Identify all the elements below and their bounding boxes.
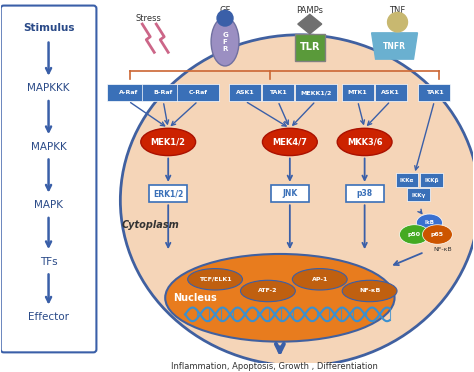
Text: B-Raf: B-Raf: [154, 90, 173, 95]
Text: ERK1/2: ERK1/2: [153, 189, 183, 198]
FancyBboxPatch shape: [177, 84, 219, 101]
Text: IKKα: IKKα: [400, 179, 414, 183]
Text: NF-κB: NF-κB: [359, 289, 380, 294]
Ellipse shape: [165, 254, 394, 341]
Ellipse shape: [337, 128, 392, 155]
Text: TLR: TLR: [300, 42, 320, 52]
Ellipse shape: [120, 35, 474, 366]
Text: TNF: TNF: [390, 6, 406, 15]
Text: G
F
R: G F R: [222, 32, 228, 52]
Text: TCF/ELK1: TCF/ELK1: [199, 277, 231, 282]
FancyBboxPatch shape: [419, 84, 450, 101]
Text: PAMPs: PAMPs: [296, 6, 323, 15]
Text: p50: p50: [408, 232, 421, 237]
Ellipse shape: [188, 269, 243, 290]
FancyBboxPatch shape: [142, 84, 184, 101]
Text: C-Raf: C-Raf: [189, 90, 208, 95]
FancyBboxPatch shape: [271, 185, 309, 202]
Text: p38: p38: [356, 189, 373, 198]
Text: Stress: Stress: [135, 14, 161, 23]
Ellipse shape: [417, 214, 442, 231]
Polygon shape: [372, 33, 418, 59]
Circle shape: [388, 12, 408, 32]
Ellipse shape: [211, 17, 239, 66]
Text: MKK3/6: MKK3/6: [347, 137, 383, 147]
FancyBboxPatch shape: [295, 34, 325, 61]
FancyBboxPatch shape: [149, 185, 187, 202]
FancyBboxPatch shape: [374, 84, 407, 101]
Text: TAK1: TAK1: [269, 90, 287, 95]
Text: MEK1/2: MEK1/2: [151, 137, 186, 147]
FancyBboxPatch shape: [262, 84, 294, 101]
Text: JNK: JNK: [282, 189, 298, 198]
Text: MEK4/7: MEK4/7: [273, 137, 307, 147]
Text: Effector: Effector: [28, 312, 69, 322]
Text: ATF-2: ATF-2: [258, 289, 278, 294]
Text: MTK1: MTK1: [348, 90, 367, 95]
Text: NF-κB: NF-κB: [433, 247, 452, 251]
FancyBboxPatch shape: [295, 84, 337, 101]
Text: MAPKKK: MAPKKK: [27, 83, 70, 93]
Text: MEKK1/2: MEKK1/2: [300, 90, 331, 95]
FancyBboxPatch shape: [420, 173, 443, 187]
Text: IkB: IkB: [424, 220, 435, 225]
Ellipse shape: [292, 269, 347, 290]
FancyBboxPatch shape: [395, 173, 419, 187]
Text: Inflammation, Apoptosis, Growth , Differentiation: Inflammation, Apoptosis, Growth , Differ…: [172, 362, 378, 371]
Text: AP-1: AP-1: [311, 277, 328, 282]
Text: A-Raf: A-Raf: [118, 90, 138, 95]
Text: ASK1: ASK1: [381, 90, 400, 95]
Text: GF: GF: [219, 6, 231, 15]
Ellipse shape: [400, 225, 429, 244]
FancyBboxPatch shape: [342, 84, 374, 101]
Text: TNFR: TNFR: [383, 42, 406, 51]
Ellipse shape: [141, 128, 196, 155]
Text: MAPKK: MAPKK: [31, 142, 66, 152]
FancyBboxPatch shape: [108, 84, 149, 101]
Ellipse shape: [240, 280, 295, 302]
Polygon shape: [298, 15, 322, 34]
Text: TAK1: TAK1: [426, 90, 443, 95]
Text: Nucleus: Nucleus: [173, 293, 217, 303]
Text: Cytoplasm: Cytoplasm: [121, 220, 179, 230]
FancyBboxPatch shape: [346, 185, 383, 202]
Text: MAPK: MAPK: [34, 200, 63, 210]
Text: IKKβ: IKKβ: [424, 179, 438, 183]
Text: p65: p65: [431, 232, 444, 237]
FancyBboxPatch shape: [229, 84, 261, 101]
Text: IKKγ: IKKγ: [411, 193, 426, 198]
Ellipse shape: [422, 225, 452, 244]
Circle shape: [217, 10, 233, 26]
FancyBboxPatch shape: [408, 188, 430, 201]
Ellipse shape: [342, 280, 397, 302]
Text: Stimulus: Stimulus: [23, 23, 74, 33]
FancyBboxPatch shape: [0, 6, 96, 352]
Text: TFs: TFs: [40, 257, 57, 267]
Ellipse shape: [263, 128, 317, 155]
Text: ASK1: ASK1: [236, 90, 255, 95]
